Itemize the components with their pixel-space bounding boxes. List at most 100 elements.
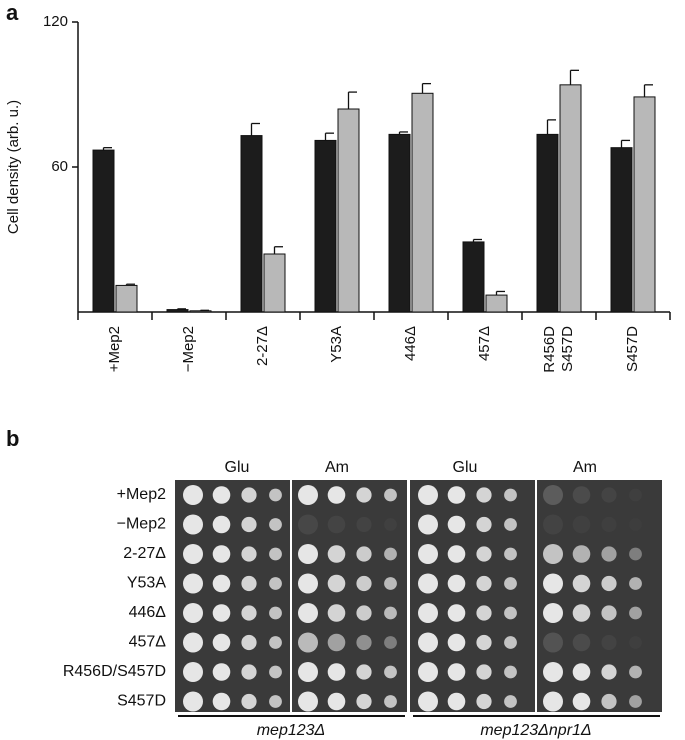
colony-spot xyxy=(476,516,492,533)
colony-spot xyxy=(356,664,372,680)
colony-spot xyxy=(504,488,517,502)
colony-spot xyxy=(476,605,492,621)
colony-spot xyxy=(572,545,591,563)
bar xyxy=(337,108,360,313)
colony-spot xyxy=(543,544,563,564)
strain-label: mep123Δ xyxy=(257,722,326,739)
colony-spot xyxy=(543,573,563,594)
y-tick-label: 120 xyxy=(43,13,68,30)
bar xyxy=(633,96,656,313)
colony-spot xyxy=(212,574,231,593)
colony-spot xyxy=(601,634,617,651)
column-header: Glu xyxy=(225,459,250,476)
x-tick-label: 2-27Δ xyxy=(254,326,271,366)
colony-spot xyxy=(476,693,492,710)
y-tick-label: 60 xyxy=(51,158,68,175)
bar xyxy=(411,92,434,313)
x-tick-label: S457D xyxy=(559,326,576,372)
colony-spot xyxy=(269,636,282,649)
colony-spot xyxy=(327,486,346,504)
colony-spot xyxy=(447,486,466,504)
colony-spot xyxy=(629,665,642,679)
colony-spot xyxy=(384,695,397,708)
colony-spot xyxy=(601,546,617,562)
colony-spot xyxy=(572,692,591,711)
colony-spot xyxy=(212,545,231,563)
colony-spot xyxy=(327,663,346,681)
bar xyxy=(240,135,263,313)
colony-spot xyxy=(476,546,492,562)
colony-spot xyxy=(447,515,466,534)
colony-spot xyxy=(212,604,231,622)
bar xyxy=(166,309,189,313)
colony-spot xyxy=(212,692,231,711)
colony-spot xyxy=(543,514,563,535)
colony-spot xyxy=(447,574,466,593)
colony-spot xyxy=(572,574,591,593)
colony-spot xyxy=(269,577,282,590)
colony-spot xyxy=(241,634,257,651)
colony-spot xyxy=(298,662,318,682)
bar xyxy=(536,133,559,313)
colony-spot xyxy=(629,518,642,531)
colony-spot xyxy=(384,518,397,531)
colony-spot xyxy=(327,545,346,563)
colony-spot xyxy=(504,695,517,708)
colony-spot xyxy=(327,604,346,622)
colony-spot xyxy=(572,604,591,622)
colony-spot xyxy=(298,485,318,505)
x-tick-label: 446Δ xyxy=(402,326,419,361)
colony-spot xyxy=(269,695,282,708)
x-tick-label: 457Δ xyxy=(476,326,493,361)
colony-spot xyxy=(601,664,617,680)
colony-spot xyxy=(212,633,231,652)
bar xyxy=(388,133,411,313)
colony-spot xyxy=(384,547,397,561)
colony-spot xyxy=(298,603,318,623)
colony-spot xyxy=(212,663,231,681)
column-header: Am xyxy=(573,459,597,476)
colony-spot xyxy=(298,514,318,535)
colony-spot xyxy=(356,575,372,592)
colony-spot xyxy=(504,606,517,620)
colony-spot xyxy=(241,575,257,592)
colony-spot xyxy=(241,693,257,710)
bar xyxy=(314,139,337,313)
colony-spot xyxy=(572,515,591,534)
panel-label: a xyxy=(6,0,19,25)
colony-spot xyxy=(418,485,438,505)
colony-spot xyxy=(572,633,591,652)
x-tick-label: S457D xyxy=(624,326,641,372)
colony-spot xyxy=(418,691,438,712)
colony-spot xyxy=(447,692,466,711)
bar xyxy=(462,241,485,313)
colony-spot xyxy=(418,632,438,653)
x-tick-label: −Mep2 xyxy=(180,326,197,372)
row-label: Y53A xyxy=(127,575,166,592)
colony-spot xyxy=(629,695,642,708)
colony-spot xyxy=(418,514,438,535)
colony-spot xyxy=(356,693,372,710)
x-tick-label: Y53A xyxy=(328,326,345,363)
colony-spot xyxy=(476,664,492,680)
bar xyxy=(92,149,115,313)
colony-spot xyxy=(418,544,438,564)
colony-spot xyxy=(356,634,372,651)
colony-spot xyxy=(327,574,346,593)
colony-spot xyxy=(601,605,617,621)
colony-spot xyxy=(447,545,466,563)
colony-spot xyxy=(298,632,318,653)
colony-spot xyxy=(356,546,372,562)
row-label: −Mep2 xyxy=(117,516,166,533)
colony-spot xyxy=(447,663,466,681)
colony-spot xyxy=(629,547,642,561)
column-header: Am xyxy=(325,459,349,476)
colony-spot xyxy=(572,486,591,504)
colony-spot xyxy=(601,487,617,503)
colony-spot xyxy=(504,577,517,590)
colony-spot xyxy=(269,606,282,620)
x-tick-label: R456D xyxy=(541,326,558,373)
colony-spot xyxy=(476,634,492,651)
colony-spot xyxy=(572,663,591,681)
